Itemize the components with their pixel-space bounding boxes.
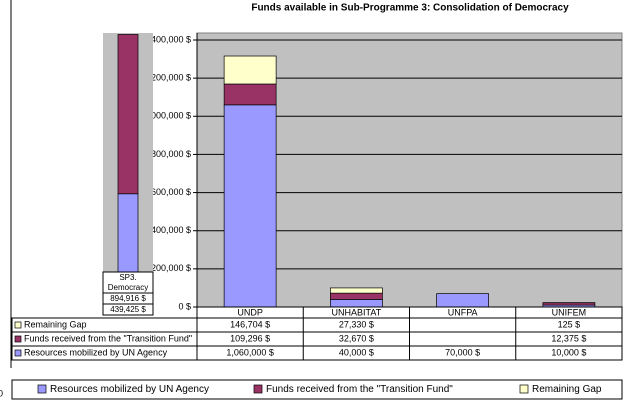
bar-segment bbox=[542, 302, 596, 306]
y-tick-label: 200,000 $ bbox=[151, 263, 191, 273]
clipped-label: 0 bbox=[0, 388, 3, 398]
table-key bbox=[14, 321, 22, 329]
legend-key bbox=[37, 384, 47, 394]
bar-segment bbox=[330, 292, 383, 300]
legend-key bbox=[253, 384, 263, 394]
bar-segment bbox=[117, 34, 139, 195]
y-tick-label: 800,000 $ bbox=[151, 149, 191, 159]
legend-label: Remaining Gap bbox=[532, 384, 602, 395]
x-tick-label: UNFPA bbox=[448, 307, 478, 317]
table-key bbox=[14, 335, 22, 343]
table-value: 125 $ bbox=[558, 319, 581, 329]
bar-segment bbox=[330, 287, 383, 294]
legend-box bbox=[11, 379, 623, 400]
x-tick-label: UNDP bbox=[237, 307, 263, 317]
y-tick-label: 1,200,000 $ bbox=[143, 73, 191, 83]
bar-segment bbox=[223, 104, 277, 308]
table-value: 1,060,000 $ bbox=[226, 347, 274, 357]
small-category: SP3. Democracy bbox=[107, 273, 149, 292]
table-value: 146,704 $ bbox=[230, 319, 270, 329]
bar-segment bbox=[436, 293, 489, 308]
y-tick-label: 600,000 $ bbox=[151, 187, 191, 197]
legend-label: Funds received from the "Transition Fund… bbox=[266, 384, 453, 395]
bar-segment bbox=[223, 55, 277, 85]
table-value: 109,296 $ bbox=[230, 333, 270, 343]
bar-segment bbox=[117, 193, 139, 273]
table-key bbox=[14, 349, 22, 357]
chart-title: Funds available in Sub-Programme 3: Cons… bbox=[251, 3, 569, 14]
x-tick-label: UNIFEM bbox=[552, 307, 587, 317]
table-row-label: Remaining Gap bbox=[24, 319, 87, 329]
table-value: 12,375 $ bbox=[551, 333, 586, 343]
table-value: 10,000 $ bbox=[551, 347, 586, 357]
bar-segment bbox=[223, 83, 277, 106]
table-value: 40,000 $ bbox=[339, 347, 374, 357]
y-tick-label: 1,400,000 $ bbox=[143, 34, 191, 44]
y-tick-label: 0 $ bbox=[178, 301, 191, 311]
y-tick-label: 400,000 $ bbox=[151, 225, 191, 235]
legend-label: Resources mobilized by UN Agency bbox=[50, 384, 209, 395]
table-row-label: Funds received from the "Transition Fund… bbox=[24, 333, 192, 343]
table-value: 32,670 $ bbox=[339, 333, 374, 343]
table-value: 70,000 $ bbox=[445, 347, 480, 357]
table-row-label: Resources mobilized by UN Agency bbox=[24, 347, 168, 357]
legend-key bbox=[519, 384, 529, 394]
table-value: 439,425 $ bbox=[110, 305, 146, 314]
bar-segment bbox=[330, 299, 383, 308]
table-value: 894,916 $ bbox=[110, 294, 146, 303]
category-label: SP3. Democracy bbox=[107, 273, 149, 292]
y-tick-label: 1,000,000 $ bbox=[143, 111, 191, 121]
x-tick-label: UNHABITAT bbox=[332, 307, 382, 317]
table-value: 27,330 $ bbox=[339, 319, 374, 329]
